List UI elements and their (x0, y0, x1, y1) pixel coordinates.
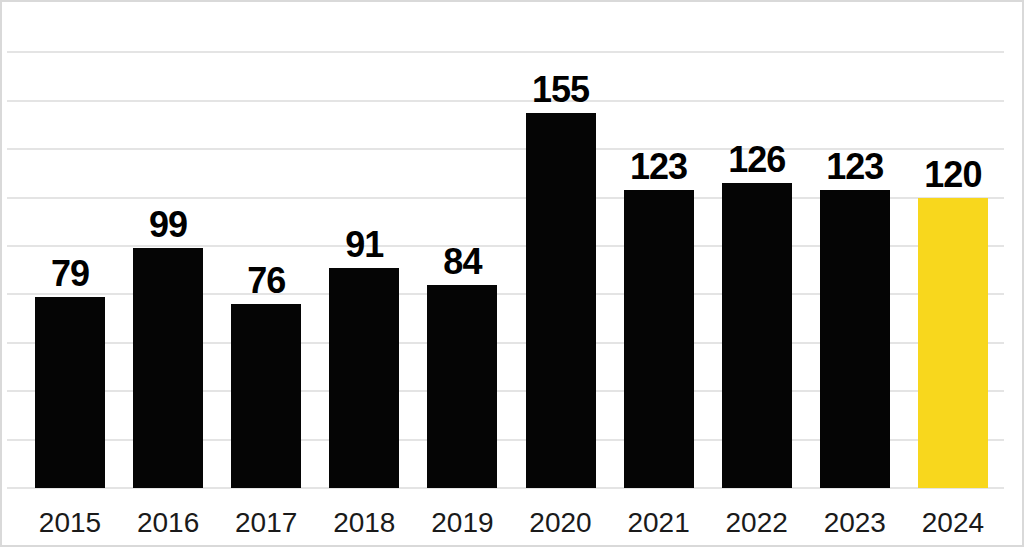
bar-2022 (722, 183, 792, 488)
bar-2020 (526, 113, 596, 488)
value-label-2020: 155 (501, 72, 621, 108)
bar-2018 (329, 268, 399, 488)
bar-2019 (427, 285, 497, 488)
bar-2015 (35, 297, 105, 488)
bar-2017 (231, 304, 301, 488)
value-label-2015: 79 (10, 256, 130, 292)
value-label-2024: 120 (893, 157, 1013, 193)
bar-2023 (820, 190, 890, 488)
value-label-2019: 84 (402, 244, 522, 280)
value-label-2017: 76 (206, 263, 326, 299)
gridline-y-180 (7, 51, 1004, 53)
bar-2016 (133, 248, 203, 488)
value-label-2016: 99 (108, 207, 228, 243)
annual-values-bar-chart: 7920159920167620179120188420191552020123… (0, 0, 1024, 547)
x-axis-label-2024: 2024 (893, 503, 1013, 543)
bar-2024 (918, 198, 988, 488)
bar-2021 (624, 190, 694, 488)
